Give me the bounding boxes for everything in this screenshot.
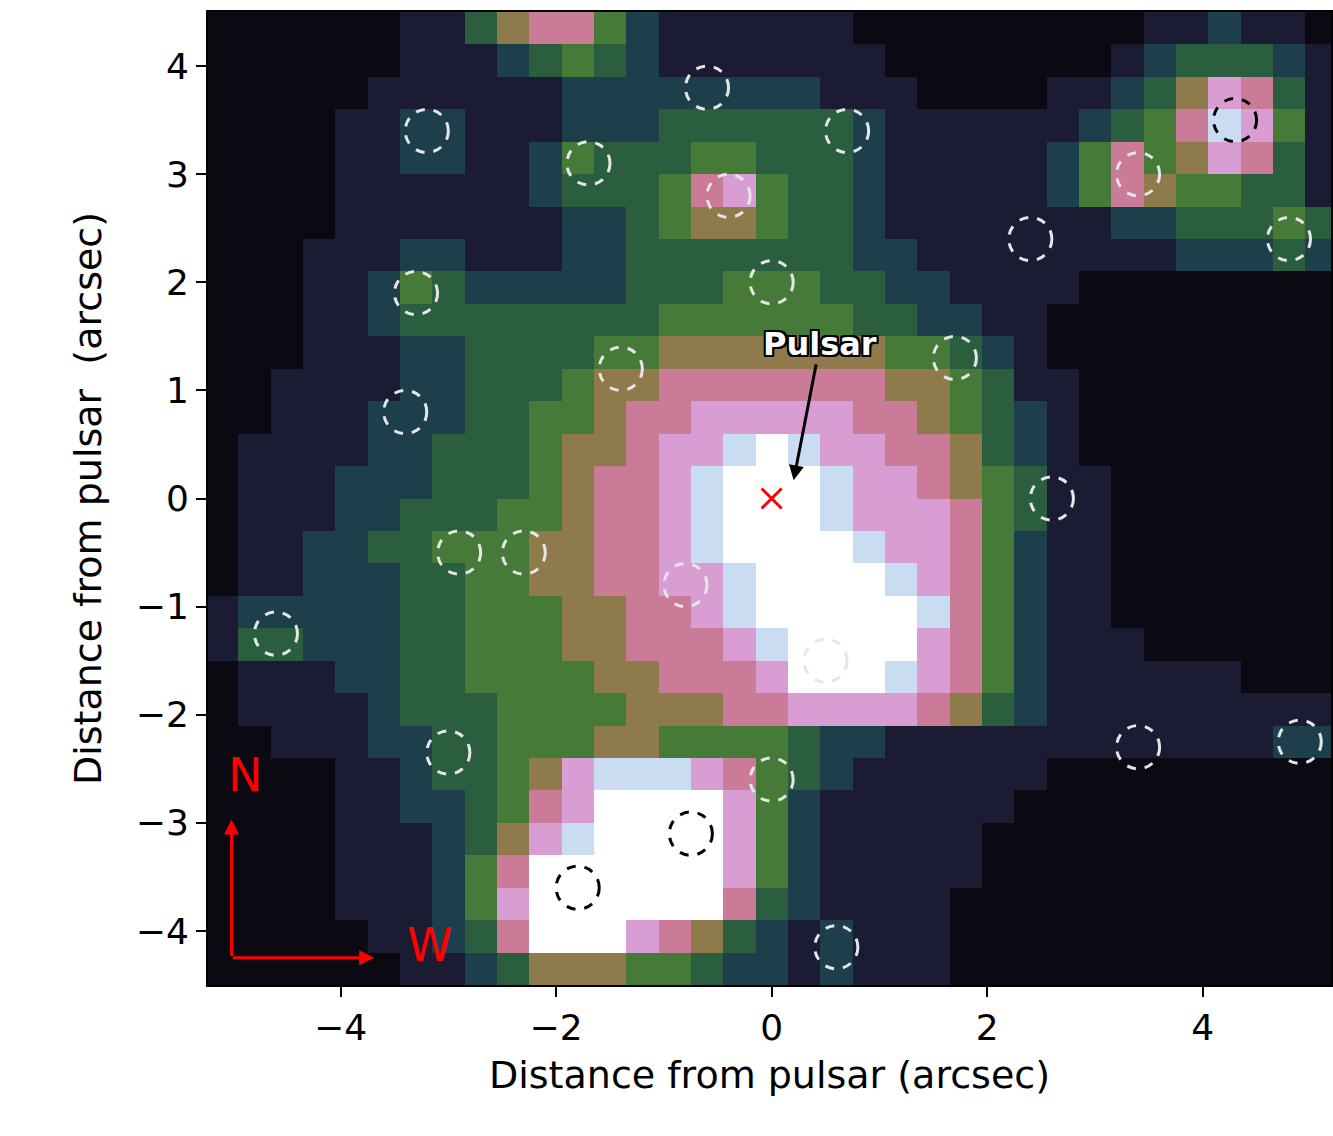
svg-text:Distance from pulsar (arcsec): Distance from pulsar (arcsec) (66, 212, 110, 785)
svg-text:N: N (228, 748, 262, 802)
svg-text:−2: −2 (136, 694, 189, 735)
svg-text:−4: −4 (136, 911, 189, 952)
svg-text:W: W (407, 918, 452, 972)
svg-text:−4: −4 (314, 1007, 367, 1048)
svg-text:0: 0 (166, 478, 189, 519)
svg-text:1: 1 (166, 370, 189, 411)
svg-text:4: 4 (166, 46, 189, 87)
svg-text:3: 3 (166, 154, 189, 195)
svg-text:−2: −2 (530, 1007, 583, 1048)
svg-text:0: 0 (760, 1007, 783, 1048)
svg-text:Distance from pulsar (arcsec): Distance from pulsar (arcsec) (489, 1053, 1050, 1097)
svg-text:−3: −3 (136, 802, 189, 843)
svg-text:4: 4 (1191, 1007, 1214, 1048)
svg-text:2: 2 (976, 1007, 999, 1048)
svg-text:Pulsar: Pulsar (763, 325, 877, 363)
svg-text:2: 2 (166, 262, 189, 303)
svg-text:−1: −1 (136, 586, 189, 627)
